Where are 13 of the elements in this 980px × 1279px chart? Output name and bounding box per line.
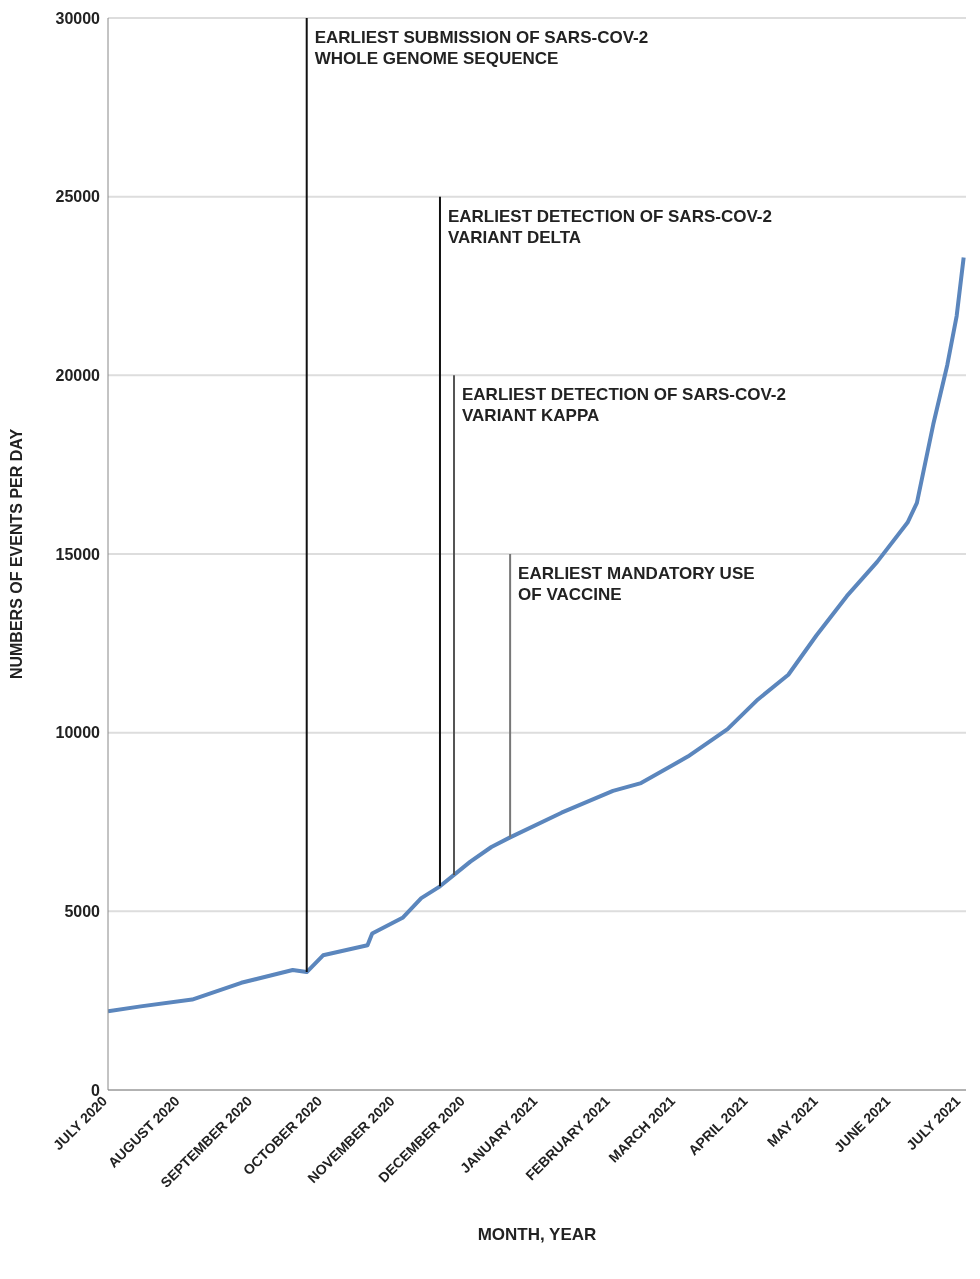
x-axis-title: MONTH, YEAR: [477, 1225, 597, 1244]
y-tick-label: 15000: [55, 545, 101, 563]
ref-line-label: EARLIEST DETECTION OF SARS-COV-2 VARIANT KAPPA: [462, 385, 786, 426]
y-tick-label: 10000: [55, 724, 101, 742]
y-tick-label: 30000: [55, 9, 101, 27]
ref-line-label: EARLIEST SUBMISSION OF SARS-COV-2 WHOLE GENOME SEQUENCE: [314, 28, 649, 68]
ref-line-label: EARLIEST MANDATORY USE OF VACCINE: [518, 564, 755, 604]
ref-line-label: EARLIEST DETECTION OF SARS-COV-2 VARIANT DELTA: [447, 206, 772, 247]
y-tick-label: 5000: [64, 903, 101, 921]
y-tick-label: 20000: [55, 367, 101, 385]
line-series: [108, 255, 966, 1014]
y-tick-label: 25000: [55, 188, 101, 206]
y-axis-title: NUMBERS OF EVENTS PER DAY: [7, 428, 25, 680]
